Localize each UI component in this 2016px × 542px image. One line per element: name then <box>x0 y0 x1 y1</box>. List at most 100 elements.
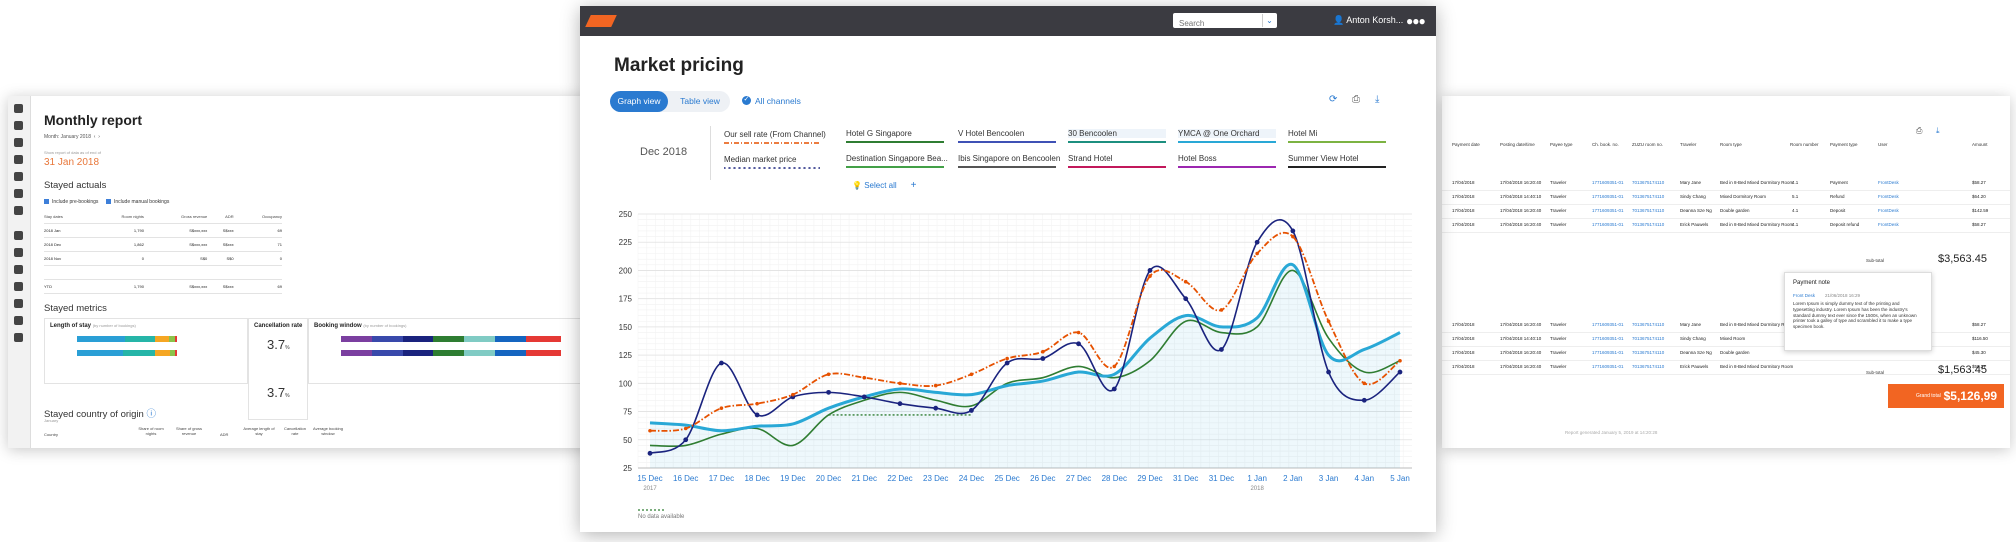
legend-our-rate[interactable]: Our sell rate (From Channel) <box>724 130 826 144</box>
country-sub: January <box>44 418 59 423</box>
home-icon[interactable] <box>14 104 23 113</box>
col-header[interactable]: Payment date <box>1452 142 1480 147</box>
legend-hotel[interactable]: 30 Bencoolen <box>1068 129 1166 143</box>
cell[interactable]: 1771609351-01 <box>1592 222 1624 227</box>
col-header[interactable]: Room number <box>1790 142 1819 147</box>
cell[interactable]: 1771609351-01 <box>1592 364 1624 369</box>
legend-hotel[interactable]: Hotel G Singapore <box>846 129 944 143</box>
table-view-button[interactable]: Table view <box>680 96 720 106</box>
col-header[interactable]: Payment type <box>1830 142 1858 147</box>
col-header[interactable]: Posting date/time <box>1500 142 1535 147</box>
series-point <box>1255 251 1259 256</box>
table-row: 2018 Dec 1,862 S$xxx,xxx S$xxx 71 <box>44 237 282 252</box>
legend-hotel[interactable]: Strand Hotel <box>1068 154 1166 168</box>
cell[interactable]: FrontDesk <box>1878 208 1899 213</box>
length-of-stay-card: Length of stay (by number of bookings) <box>44 318 248 384</box>
download-icon[interactable]: ⤓ <box>1936 126 1940 135</box>
side-rail <box>8 96 31 448</box>
refresh-icon[interactable]: ⟳ <box>1329 94 1338 105</box>
page-title: Market pricing <box>614 55 744 76</box>
hotel-swatch <box>846 166 944 168</box>
print-icon[interactable]: ⎙ <box>1916 126 1923 135</box>
month-selector[interactable]: Month: January 2018 ‹ › <box>44 134 100 140</box>
cell: 17/04/2018 <box>1452 208 1475 213</box>
shuffle-icon[interactable] <box>14 282 23 291</box>
cell: Double garden <box>1720 350 1750 355</box>
include-pre-checkbox[interactable]: Include pre-bookings <box>44 199 98 205</box>
legend-hotel[interactable]: Hotel Boss <box>1178 154 1276 168</box>
cell[interactable]: 7013675174110 <box>1632 336 1665 341</box>
series-point <box>1040 356 1046 361</box>
cell: 17/04/2018 16:20:40 <box>1500 350 1542 355</box>
cell: 17/04/2018 14:40:10 <box>1500 336 1542 341</box>
search-input[interactable] <box>1177 16 1265 31</box>
no-data-label: No data available <box>638 514 685 520</box>
info-icon[interactable]: ⓘ <box>146 409 156 420</box>
legend-hotel[interactable]: V Hotel Bencoolen <box>958 129 1056 143</box>
info-icon[interactable] <box>14 155 23 164</box>
col-header[interactable]: Ch. book. no. <box>1592 142 1619 147</box>
tooltip-user: Front Desk <box>1793 293 1816 298</box>
more-icon[interactable]: ●●● <box>1406 14 1426 28</box>
folder-icon[interactable] <box>14 265 23 274</box>
cell[interactable]: 7013675174110 <box>1632 350 1665 355</box>
grid-icon[interactable] <box>14 231 23 240</box>
search-box[interactable]: ⌄ <box>1173 13 1277 31</box>
add-button[interactable]: + <box>910 180 917 191</box>
legend-hotel[interactable]: Destination Singapore Bea... <box>846 154 948 168</box>
col-header: Room nights <box>89 210 144 224</box>
gear-icon[interactable] <box>14 206 23 215</box>
cell[interactable]: FrontDesk <box>1878 180 1899 185</box>
series-point <box>1076 341 1081 347</box>
legend-hotel[interactable]: Summer View Hotel <box>1288 154 1386 168</box>
cell[interactable]: FrontDesk <box>1878 222 1899 227</box>
table-row: 17/04/2018 17/04/2018 16:20:40 Traveler 177… <box>1442 318 2010 333</box>
legend-median[interactable]: Median market price <box>724 155 820 169</box>
cell[interactable]: 1771609351-01 <box>1592 336 1624 341</box>
col-header[interactable]: User <box>1878 142 1888 147</box>
chart-icon[interactable] <box>14 299 23 308</box>
series-point <box>1183 279 1188 284</box>
include-manual-checkbox[interactable]: Include manual bookings <box>106 199 169 205</box>
cell[interactable]: 7013675174110 <box>1632 222 1665 227</box>
share-icon[interactable] <box>14 316 23 325</box>
copy-icon[interactable] <box>14 189 23 198</box>
cell[interactable]: 1771609351-01 <box>1592 208 1624 213</box>
table-row: 17/04/2018 17/04/2018 16:20:40 Traveler 177… <box>1442 218 2010 233</box>
cell[interactable]: 7013675174110 <box>1632 180 1665 185</box>
cell[interactable]: 1771609351-01 <box>1592 194 1624 199</box>
col-header[interactable]: Payee type <box>1550 142 1573 147</box>
cancellation-value: 3.7% <box>267 385 290 400</box>
legend-hotel[interactable]: Ibis Singapore on Bencoolen <box>958 154 1060 168</box>
wrench-icon[interactable] <box>14 121 23 130</box>
cell[interactable]: 7013675174110 <box>1632 194 1665 199</box>
cell[interactable]: FrontDesk <box>1878 194 1899 199</box>
help-icon[interactable] <box>14 333 23 342</box>
x-tick-label: 27 Dec <box>1066 474 1091 483</box>
print-icon[interactable]: ⎙ <box>1352 94 1360 105</box>
col-header[interactable]: Amount <box>1972 142 1988 147</box>
all-channels-toggle[interactable]: All channels <box>742 95 801 106</box>
col-header[interactable]: ZUZU room no. <box>1632 142 1664 147</box>
legend-hotel[interactable]: Hotel Mi <box>1288 129 1386 143</box>
col-header[interactable]: Room type <box>1720 142 1742 147</box>
select-all-button[interactable]: 💡 Select all + <box>852 180 917 191</box>
chevron-down-icon[interactable]: ⌄ <box>1262 14 1276 27</box>
cell[interactable]: 1771609351-01 <box>1592 350 1624 355</box>
cell[interactable]: 1771609351-01 <box>1592 180 1624 185</box>
cell: 1,790 <box>89 223 144 238</box>
x-tick-label: 1 Jan <box>1247 474 1267 483</box>
user-icon[interactable] <box>14 248 23 257</box>
col-header[interactable]: Traveler <box>1680 142 1697 147</box>
cell: Erick Pauwels <box>1680 364 1709 369</box>
calendar-icon[interactable] <box>14 138 23 147</box>
briefcase-icon[interactable] <box>14 172 23 181</box>
cell[interactable]: 7013675174110 <box>1632 208 1665 213</box>
legend-hotel[interactable]: YMCA @ One Orchard <box>1178 129 1276 143</box>
graph-view-button[interactable]: Graph view <box>610 91 668 112</box>
user-menu[interactable]: 👤 Anton Korsh... <box>1333 15 1403 26</box>
download-icon[interactable]: ⤓ <box>1375 94 1380 105</box>
cell[interactable]: 7013675174110 <box>1632 364 1665 369</box>
cell[interactable]: 7013675174110 <box>1632 322 1665 327</box>
cell[interactable]: 1771609351-01 <box>1592 322 1624 327</box>
